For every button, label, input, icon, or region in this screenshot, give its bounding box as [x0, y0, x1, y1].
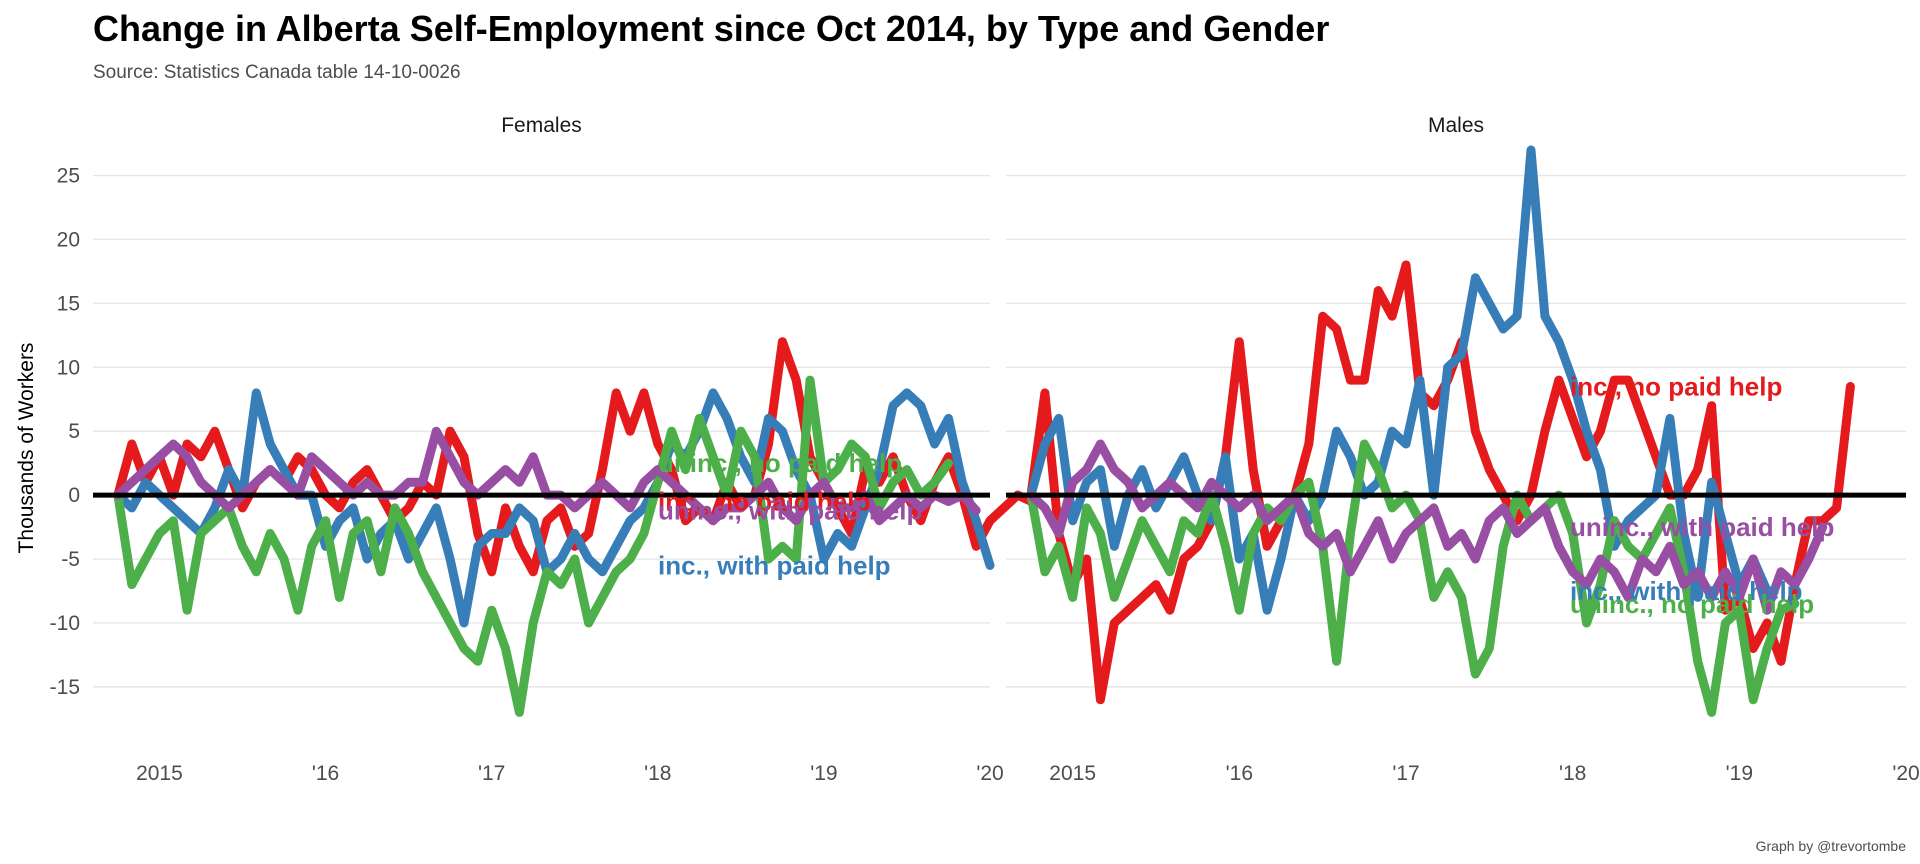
series-label-uninc-no-paid-help: uninc., no paid help: [1570, 589, 1814, 619]
series-label-inc-no-paid-help: inc., no paid help: [658, 487, 870, 517]
x-tick-label: '18: [644, 762, 671, 785]
x-tick-label: '17: [478, 762, 505, 785]
y-tick-label: 25: [57, 165, 80, 188]
series-line-inc-with-paid-help: [113, 388, 995, 628]
panels-group: Females2520151050-5-10-152015'16'17'18'1…: [50, 114, 1920, 785]
x-tick-label: '19: [1726, 762, 1753, 785]
y-tick-label: 10: [57, 356, 80, 379]
x-tick-label: '19: [810, 762, 837, 785]
panel-females: Females2520151050-5-10-152015'16'17'18'1…: [50, 114, 1036, 785]
y-tick-label: -10: [50, 612, 80, 635]
series-line-uninc-no-paid-help: [113, 375, 953, 717]
panel-title-females: Females: [501, 114, 582, 137]
series-label-uninc-with-paid-help: uninc., with paid help: [658, 495, 922, 525]
series-label-uninc-with-paid-help: uninc., with paid help: [1570, 512, 1834, 542]
y-tick-label: -15: [50, 676, 80, 699]
x-tick-label: 2015: [1049, 762, 1096, 785]
panel-title-males: Males: [1428, 114, 1484, 137]
graph-credit: Graph by @trevortombe: [1755, 838, 1906, 854]
x-tick-label: '20: [976, 762, 1003, 785]
chart-subtitle: Source: Statistics Canada table 14-10-00…: [93, 62, 461, 83]
chart-title: Change in Alberta Self-Employment since …: [93, 8, 1330, 49]
y-axis-label: Thousands of Workers: [15, 343, 38, 554]
x-tick-label: '16: [1226, 762, 1253, 785]
y-tick-label: 15: [57, 292, 80, 315]
series-line-uninc-with-paid-help: [1026, 439, 1828, 615]
series-label-inc-no-paid-help: inc., no paid help: [1570, 371, 1782, 401]
x-tick-label: '16: [312, 762, 339, 785]
series-label-uninc-no-paid-help: uninc., no paid help: [658, 448, 902, 478]
x-tick-label: 2015: [136, 762, 183, 785]
series-line-uninc-no-paid-help: [1026, 439, 1800, 717]
y-tick-label: 5: [68, 420, 80, 443]
y-tick-label: 0: [68, 484, 80, 507]
y-tick-label: 20: [57, 228, 80, 251]
series-label-inc-with-paid-help: inc., with paid help: [1570, 576, 1803, 606]
panel-males: Males 2015 '16 '17 '18 '19 '20 inc., no paid he…: [1006, 114, 1920, 785]
x-tick-label: '17: [1392, 762, 1419, 785]
y-tick-label: -5: [61, 548, 80, 571]
x-tick-label: '20: [1892, 762, 1919, 785]
x-tick-label: '18: [1559, 762, 1586, 785]
series-label-inc-with-paid-help: inc., with paid help: [658, 550, 891, 580]
